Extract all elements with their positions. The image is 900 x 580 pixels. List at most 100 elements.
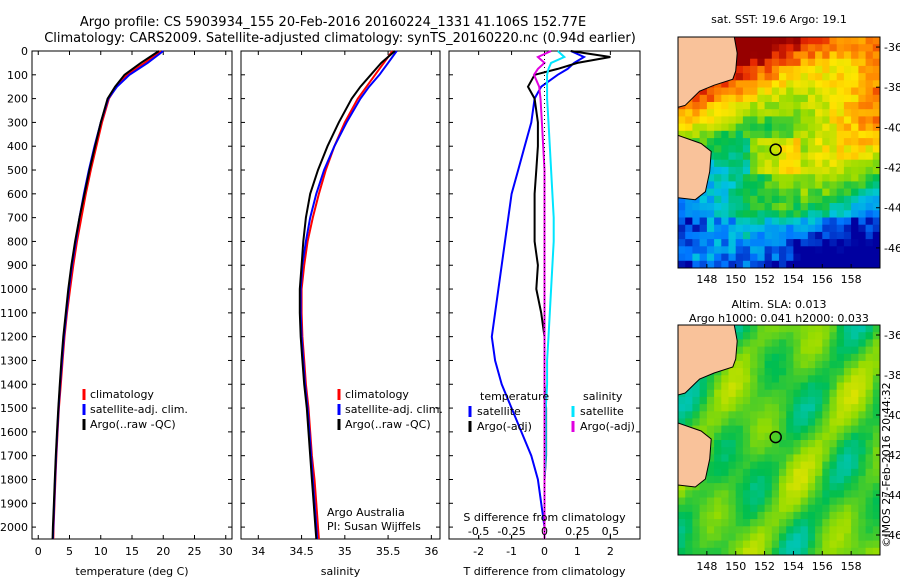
map-cell	[836, 239, 845, 247]
map-cell	[815, 210, 823, 219]
map-cell	[829, 130, 838, 139]
map-cell	[865, 65, 874, 74]
map-cell	[829, 138, 838, 146]
map-cell	[829, 468, 838, 477]
map-cell	[800, 109, 809, 117]
map-cell	[750, 353, 758, 362]
map-cell	[750, 87, 758, 96]
map-cell	[807, 475, 816, 484]
map-cell	[807, 231, 816, 240]
map-cell	[851, 181, 859, 190]
map-cell	[815, 44, 823, 52]
map-cell	[786, 425, 794, 434]
map-cell	[764, 483, 773, 491]
map-cell	[815, 138, 823, 146]
map-cell	[750, 454, 758, 463]
map-cell	[858, 353, 867, 362]
map-cell	[692, 526, 701, 535]
map-cell	[735, 468, 744, 477]
map-cell	[807, 339, 816, 348]
map-cell	[764, 447, 773, 455]
map-cell	[757, 468, 766, 477]
map-cell	[699, 195, 708, 204]
map-cell	[786, 519, 794, 527]
map-cell	[742, 425, 751, 434]
map-cell	[843, 490, 852, 499]
map-cell	[858, 203, 867, 211]
map-cell	[858, 239, 867, 247]
map-cell	[692, 102, 701, 110]
map-cell	[829, 547, 838, 555]
map-cell	[815, 468, 823, 477]
y-tick-label: 600	[7, 188, 28, 201]
map-cell	[815, 475, 823, 484]
map-cell	[815, 389, 823, 398]
map-cell	[742, 94, 751, 103]
map-cell	[843, 239, 852, 247]
map-cell	[735, 80, 744, 89]
map-cell	[822, 468, 831, 477]
map-cell	[779, 483, 787, 491]
map-cell	[764, 217, 773, 226]
map-cell	[750, 116, 758, 125]
map-cell	[793, 203, 802, 211]
map-cell	[865, 51, 874, 60]
map-cell	[865, 102, 874, 110]
map-cell	[865, 540, 874, 549]
map-cell	[706, 454, 715, 463]
map-cell	[714, 145, 722, 154]
map-cell	[699, 239, 708, 247]
map-cell	[771, 540, 780, 549]
map-cell	[764, 519, 773, 527]
map-cell	[742, 116, 751, 125]
map-cell	[865, 440, 874, 448]
map-cell	[750, 418, 758, 427]
map-cell	[786, 166, 794, 175]
map-cell	[865, 260, 874, 268]
map-cell	[757, 123, 766, 132]
map-cell	[836, 440, 845, 448]
map-cell	[699, 504, 708, 513]
map-cell	[829, 483, 838, 491]
map-cell	[865, 368, 874, 376]
map-cell	[872, 454, 880, 463]
map-cell	[822, 432, 831, 441]
map-cell	[836, 246, 845, 255]
map-cell	[858, 37, 867, 45]
map-cell	[692, 260, 701, 268]
map-cell	[836, 519, 845, 527]
map-cell	[771, 123, 780, 132]
map-cell	[771, 51, 780, 60]
map-cell	[822, 526, 831, 535]
map-cell	[721, 440, 730, 448]
map-cell	[735, 432, 744, 441]
map-cell	[706, 490, 715, 499]
map-cell	[807, 540, 816, 549]
map-cell	[786, 58, 794, 67]
map-cell	[815, 253, 823, 262]
map-cell	[728, 519, 737, 527]
map-cell	[815, 260, 823, 268]
map-cell	[678, 526, 686, 535]
y-tick-label: 200	[7, 93, 28, 106]
map-cell	[728, 490, 737, 499]
map-cell	[829, 339, 838, 348]
y-tick-label: 1300	[0, 354, 28, 367]
map-cell	[836, 80, 845, 89]
x-tick-label: 0	[541, 545, 548, 558]
map-cell	[872, 138, 880, 146]
map-cell	[750, 425, 758, 434]
map-title: Argo h1000: 0.041 h2000: 0.033	[689, 312, 869, 325]
map-cell	[786, 188, 794, 197]
map-cell	[865, 404, 874, 412]
map-cell	[793, 181, 802, 190]
map-cell	[779, 37, 787, 45]
map-cell	[815, 360, 823, 369]
map-cell	[836, 210, 845, 219]
map-cell	[822, 483, 831, 491]
map-cell	[750, 65, 758, 74]
map-cell	[843, 102, 852, 110]
map-cell	[807, 447, 816, 455]
map-cell	[771, 475, 780, 484]
map-cell	[843, 519, 852, 527]
